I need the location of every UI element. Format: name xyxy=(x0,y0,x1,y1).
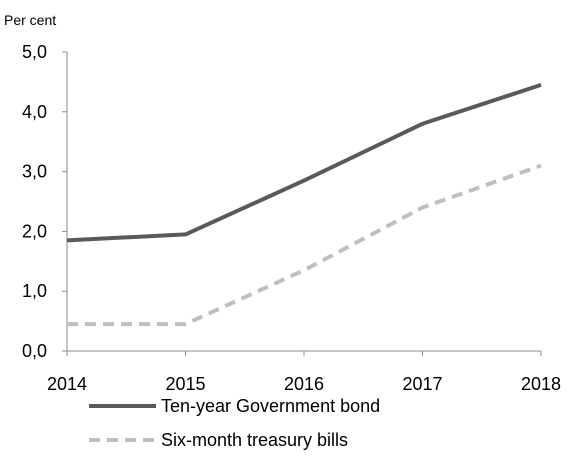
y-tick-label: 1,0 xyxy=(22,281,47,301)
y-tick-label: 3,0 xyxy=(22,162,47,182)
x-tick-labels: 2014 2015 2016 2017 2018 xyxy=(47,374,561,394)
series-line-six-month-treasury-bills xyxy=(67,163,542,327)
series-line-ten-year-government-bond xyxy=(66,82,542,243)
x-tick-label: 2018 xyxy=(521,374,561,394)
y-tick-label: 2,0 xyxy=(22,221,47,241)
y-tick-label: 0,0 xyxy=(22,341,47,361)
y-tick-labels: 0,0 1,0 2,0 3,0 4,0 5,0 xyxy=(22,42,47,361)
y-tick-label: 4,0 xyxy=(22,102,47,122)
axes xyxy=(62,51,542,356)
legend-label: Six-month treasury bills xyxy=(161,430,348,450)
y-axis-unit-label: Per cent xyxy=(4,12,56,28)
x-tick-label: 2014 xyxy=(47,374,87,394)
x-tick-label: 2015 xyxy=(165,374,205,394)
series-lines xyxy=(66,82,542,327)
y-tick-label: 5,0 xyxy=(22,42,47,62)
x-tick-label: 2017 xyxy=(402,374,442,394)
legend: Ten-year Government bond Six-month treasu… xyxy=(89,396,380,450)
legend-label: Ten-year Government bond xyxy=(161,396,380,416)
x-tick-label: 2016 xyxy=(284,374,324,394)
